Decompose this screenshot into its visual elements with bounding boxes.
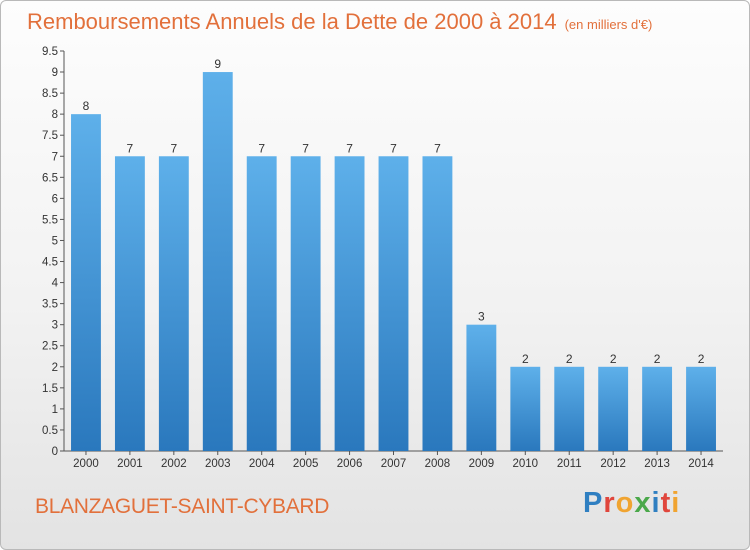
bar-value-label: 8 [83,99,90,113]
y-tick-label: 7.5 [42,130,58,142]
proxiti-logo: Proxiti [583,487,680,520]
bar [510,366,541,451]
logo-letter: x [634,487,652,519]
logo-letter: i [651,487,661,519]
bar [422,156,453,451]
bar [334,156,365,451]
commune-name: BLANZAGUET-SAINT-CYBARD [35,495,330,518]
x-tick-label: 2012 [600,458,626,470]
y-tick-label: 0.5 [42,425,58,437]
bar [466,324,497,451]
bar [598,366,629,451]
bar-value-label: 3 [478,310,485,324]
x-tick-label: 2005 [293,458,319,470]
x-tick-label: 2013 [644,458,670,470]
x-tick-label: 2002 [161,458,187,470]
x-tick-label: 2001 [117,458,143,470]
y-tick-label: 1.5 [42,383,58,395]
y-tick-label: 0 [52,446,58,458]
x-tick-label: 2011 [557,458,582,470]
bar [246,156,277,451]
y-tick-label: 8 [52,109,58,121]
y-tick-label: 2.5 [42,341,58,353]
logo-letter: i [671,487,681,519]
y-tick-label: 9 [52,67,58,79]
bar-value-label: 2 [610,352,617,366]
chart-title-text: Remboursements Annuels de la Dette de 20… [27,9,557,34]
bar [290,156,321,451]
x-tick-label: 2014 [688,458,714,470]
bar-value-label: 7 [434,141,441,155]
bar-value-label: 2 [566,352,573,366]
chart-title: Remboursements Annuels de la Dette de 20… [27,9,652,35]
bar [202,72,233,451]
bar [554,366,585,451]
bar-value-label: 7 [302,141,309,155]
y-tick-label: 2 [52,362,58,374]
bars: 8 7 7 9 7 7 7 7 7 3 2 2 2 2 2 [71,57,716,451]
y-tick-label: 3 [52,320,58,332]
y-tick-label: 6 [52,193,58,205]
bar-value-label: 2 [698,352,705,366]
bar [71,114,101,451]
y-tick-label: 8.5 [42,88,58,100]
y-tick-label: 5 [52,235,58,247]
bar-value-label: 7 [390,141,397,155]
logo-letter: t [660,487,672,519]
logo-letter: r [603,487,616,519]
bar-value-label: 7 [346,141,353,155]
bar [114,156,145,451]
x-tick-label: 2007 [381,458,407,470]
bar-value-label: 7 [170,141,177,155]
x-tick-label: 2006 [337,458,363,470]
bar [686,366,716,451]
bar [158,156,189,451]
x-tick-label: 2008 [425,458,451,470]
y-tick-label: 3.5 [42,299,58,311]
x-tick-label: 2010 [513,458,539,470]
bar [642,366,673,451]
y-tick-label: 4 [52,278,59,290]
chart-unit: (en milliers d'€) [564,17,653,32]
x-tick-label: 2003 [205,458,231,470]
y-tick-label: 1 [52,404,58,416]
x-tick-label: 2000 [73,458,99,470]
bar-value-label: 9 [214,57,221,71]
bar-value-label: 7 [258,141,265,155]
y-tick-label: 6.5 [42,172,58,184]
axes: 0 0.5 1 1.5 2 2.5 3 3.5 4 4.5 5 5.5 6 6.5 7 7.5 8 8.5 9 9.5… [42,46,723,470]
bar-value-label: 2 [654,352,661,366]
y-tick-label: 9.5 [42,46,58,58]
y-tick-label: 7 [52,151,58,163]
bar [378,156,409,451]
x-tick-label: 2009 [469,458,495,470]
y-tick-label: 4.5 [42,257,58,269]
bar-value-label: 2 [522,352,529,366]
logo-letter: o [615,487,635,519]
y-tick-label: 5.5 [42,214,58,226]
x-tick-label: 2004 [249,458,275,470]
bar-value-label: 7 [127,141,134,155]
logo-letter: P [583,487,604,519]
